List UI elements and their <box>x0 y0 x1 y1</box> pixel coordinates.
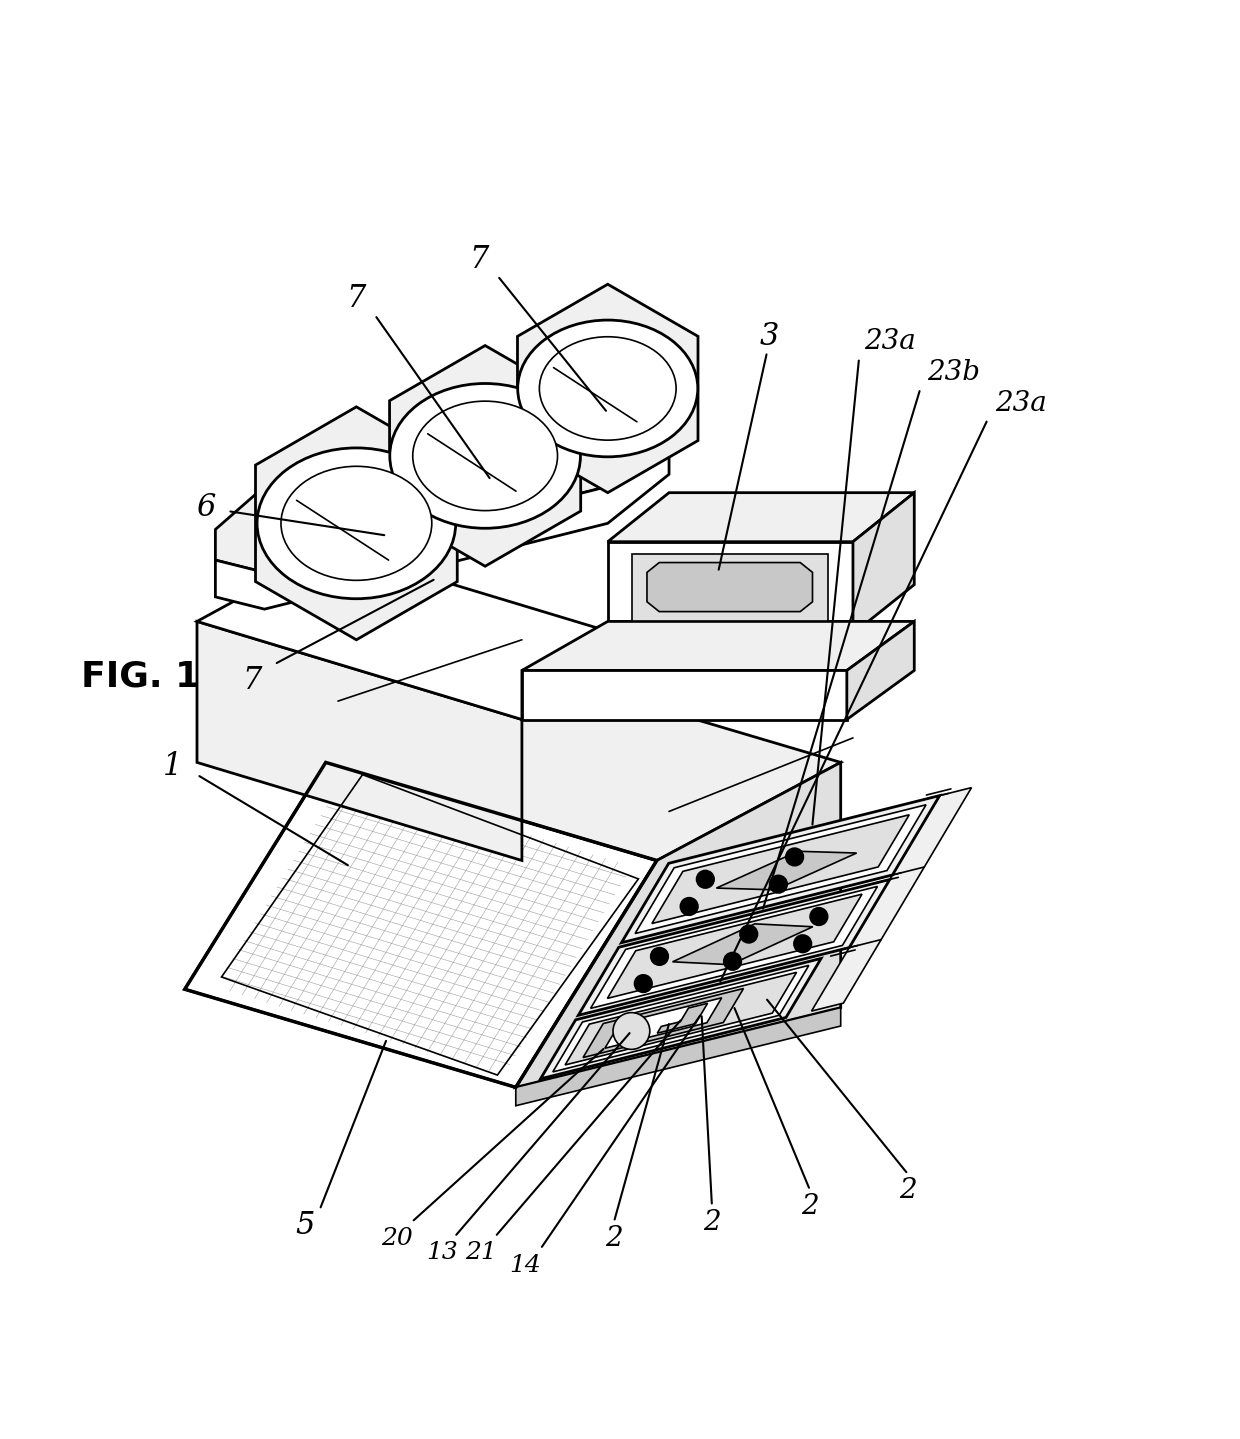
Polygon shape <box>583 989 744 1058</box>
Polygon shape <box>522 573 847 720</box>
Ellipse shape <box>517 319 698 456</box>
Text: 5: 5 <box>295 1210 315 1242</box>
Circle shape <box>810 908 827 925</box>
Polygon shape <box>516 763 841 1088</box>
Polygon shape <box>853 492 914 633</box>
Ellipse shape <box>389 384 580 528</box>
Text: 14: 14 <box>510 1253 542 1276</box>
Circle shape <box>613 1013 650 1049</box>
Polygon shape <box>216 437 670 609</box>
Polygon shape <box>657 1003 708 1033</box>
Polygon shape <box>672 924 812 964</box>
Polygon shape <box>516 1007 841 1105</box>
Text: 2: 2 <box>801 1193 818 1220</box>
Polygon shape <box>197 622 522 861</box>
Polygon shape <box>197 548 657 720</box>
Circle shape <box>697 871 714 888</box>
Text: 7: 7 <box>243 665 262 696</box>
Polygon shape <box>590 886 878 1009</box>
Circle shape <box>740 925 758 943</box>
Polygon shape <box>605 997 722 1048</box>
Polygon shape <box>578 879 890 1016</box>
Text: 13: 13 <box>427 1242 458 1265</box>
Circle shape <box>681 898 698 915</box>
Polygon shape <box>522 622 914 671</box>
Text: 20: 20 <box>381 1226 413 1249</box>
Text: 23a: 23a <box>994 390 1047 417</box>
Ellipse shape <box>257 448 456 599</box>
Text: 7: 7 <box>469 245 489 275</box>
Circle shape <box>770 875 787 892</box>
Circle shape <box>635 976 652 991</box>
Text: 23a: 23a <box>864 328 915 355</box>
Circle shape <box>786 849 804 865</box>
Ellipse shape <box>539 337 676 440</box>
Polygon shape <box>647 563 812 612</box>
Polygon shape <box>326 665 841 861</box>
Polygon shape <box>565 973 796 1065</box>
Polygon shape <box>811 787 971 1012</box>
Circle shape <box>724 953 742 970</box>
Polygon shape <box>717 852 857 889</box>
Circle shape <box>651 948 668 966</box>
Polygon shape <box>608 541 853 633</box>
Polygon shape <box>541 958 821 1079</box>
Text: 1: 1 <box>162 751 182 781</box>
Ellipse shape <box>281 466 432 580</box>
Polygon shape <box>255 407 458 640</box>
Text: 2: 2 <box>703 1209 720 1236</box>
Polygon shape <box>553 966 808 1072</box>
Polygon shape <box>389 345 580 566</box>
Polygon shape <box>522 671 847 720</box>
Circle shape <box>794 935 811 953</box>
Polygon shape <box>608 894 862 999</box>
Text: 3: 3 <box>760 321 779 353</box>
Text: 7: 7 <box>347 283 366 315</box>
Polygon shape <box>621 796 940 943</box>
Text: 21: 21 <box>465 1242 497 1265</box>
Ellipse shape <box>413 401 558 511</box>
Polygon shape <box>652 814 909 924</box>
Polygon shape <box>632 554 828 622</box>
Polygon shape <box>635 804 926 934</box>
Polygon shape <box>216 400 670 573</box>
Polygon shape <box>517 285 698 492</box>
Text: 2: 2 <box>899 1177 916 1204</box>
Polygon shape <box>608 492 914 541</box>
Polygon shape <box>847 622 914 720</box>
Polygon shape <box>185 763 657 1088</box>
Text: 23b: 23b <box>928 358 980 386</box>
Text: 2: 2 <box>605 1225 622 1252</box>
Text: 6: 6 <box>196 492 216 522</box>
Text: FIG. 1: FIG. 1 <box>81 659 200 694</box>
